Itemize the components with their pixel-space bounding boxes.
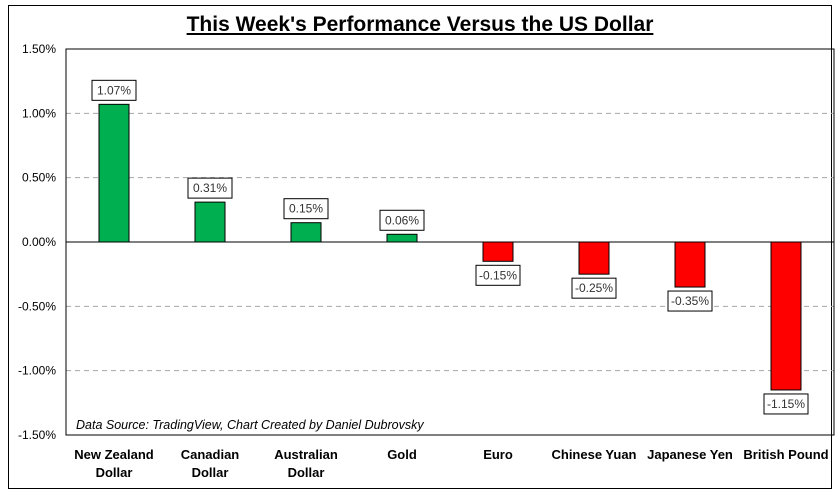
x-tick-label: Canadian bbox=[181, 447, 240, 462]
y-tick-label: 1.50% bbox=[22, 42, 56, 56]
y-tick-label: -1.50% bbox=[18, 428, 56, 442]
y-tick-label: -0.50% bbox=[18, 299, 56, 313]
bar bbox=[194, 201, 226, 243]
x-tick-label: Japanese Yen bbox=[647, 447, 733, 462]
data-label-box bbox=[187, 177, 233, 199]
x-tick-label: British Pound bbox=[743, 447, 828, 462]
bar bbox=[578, 241, 610, 275]
x-tick-label: Dollar bbox=[96, 465, 133, 480]
data-label: 0.15% bbox=[283, 198, 329, 220]
data-label-box bbox=[571, 277, 617, 299]
data-label-box bbox=[475, 264, 521, 286]
bar bbox=[290, 222, 322, 243]
y-axis: 1.50% 1.00% 0.50% 0.00% -0.50% -1.00% -1.50% bbox=[18, 42, 56, 442]
data-label-box bbox=[379, 209, 425, 231]
data-label-text: 0.06% bbox=[385, 213, 419, 227]
x-tick-label: Chinese Yuan bbox=[551, 447, 636, 462]
x-tick-label: Euro bbox=[483, 447, 513, 462]
data-label-text: -0.35% bbox=[671, 294, 709, 308]
data-label-text: -0.15% bbox=[479, 268, 517, 282]
data-label: 1.07% bbox=[91, 79, 137, 101]
x-tick-label: Gold bbox=[387, 447, 417, 462]
x-tick-label: Australian bbox=[274, 447, 338, 462]
bars bbox=[98, 103, 802, 391]
x-tick-label: Dollar bbox=[288, 465, 325, 480]
data-label-box bbox=[283, 198, 329, 220]
bar bbox=[770, 241, 802, 391]
data-label-text: 0.31% bbox=[193, 181, 227, 195]
bar bbox=[674, 241, 706, 288]
data-label-box bbox=[667, 290, 713, 312]
bar bbox=[98, 103, 130, 243]
data-label-text: 0.15% bbox=[289, 202, 323, 216]
y-tick-label: 1.00% bbox=[22, 106, 56, 120]
data-label-text: -0.25% bbox=[575, 281, 613, 295]
data-label: -0.25% bbox=[571, 277, 617, 299]
data-label-text: -1.15% bbox=[767, 397, 805, 411]
data-label: -1.15% bbox=[763, 393, 809, 415]
chart-title: This Week's Performance Versus the US Do… bbox=[186, 13, 654, 36]
y-tick-label: 0.00% bbox=[22, 235, 56, 249]
bar bbox=[386, 233, 418, 243]
x-tick-label: Dollar bbox=[192, 465, 229, 480]
x-tick-label: New Zealand bbox=[74, 447, 154, 462]
x-axis: New Zealand Dollar Canadian Dollar Australia… bbox=[74, 447, 828, 480]
bar bbox=[482, 241, 514, 262]
y-tick-label: 0.50% bbox=[22, 171, 56, 185]
data-label: -0.15% bbox=[475, 264, 521, 286]
data-label: 0.31% bbox=[187, 177, 233, 199]
data-label: 0.06% bbox=[379, 209, 425, 231]
data-labels: 1.07% 0.31% 0.15% 0.06% -0.15% -0.25% -0.35% -1… bbox=[91, 79, 809, 415]
data-label-text: 1.07% bbox=[97, 83, 131, 97]
data-label: -0.35% bbox=[667, 290, 713, 312]
y-tick-label: -1.00% bbox=[18, 364, 56, 378]
data-label-box bbox=[91, 79, 137, 101]
data-label-box bbox=[763, 393, 809, 415]
source-annotation: Data Source: TradingView, Chart Created … bbox=[76, 418, 424, 432]
